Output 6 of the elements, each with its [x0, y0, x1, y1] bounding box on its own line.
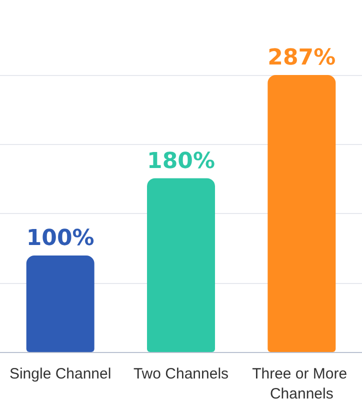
- data-label: 100%: [26, 226, 94, 251]
- x-tick-label: Two Channels: [133, 366, 229, 382]
- x-tick-label: Single Channel: [9, 366, 112, 382]
- data-label: 287%: [268, 46, 336, 70]
- data-label: 180%: [147, 148, 215, 174]
- x-tick-label: Three or More Channels: [252, 366, 352, 402]
